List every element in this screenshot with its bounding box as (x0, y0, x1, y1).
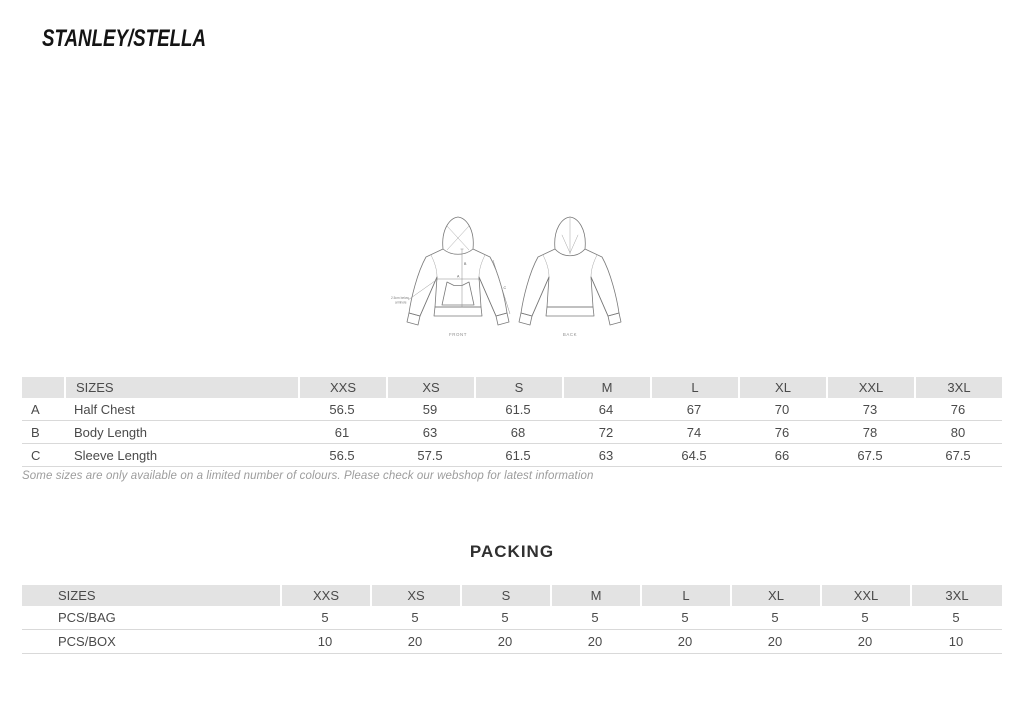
cell: 20 (820, 630, 910, 654)
col-header-xl: XL (738, 377, 826, 398)
cell: 59 (386, 398, 474, 421)
back-view-label: BACK (563, 332, 577, 337)
cell: 61.5 (474, 398, 562, 421)
cell: 63 (386, 421, 474, 444)
row-label: Body Length (64, 421, 298, 444)
cell: 70 (738, 398, 826, 421)
row-letter: C (22, 444, 64, 467)
cell: 76 (738, 421, 826, 444)
row-label: PCS/BOX (22, 630, 280, 654)
measure-letter-c: C (504, 286, 507, 290)
cell: 76 (914, 398, 1002, 421)
col-header-xxl: XXL (826, 377, 914, 398)
measurement-lines: A B C (436, 248, 511, 315)
cell: 5 (730, 606, 820, 630)
header-spacer-cell (22, 377, 64, 398)
cell: 5 (370, 606, 460, 630)
row-label: Sleeve Length (64, 444, 298, 467)
col-header-m: M (550, 585, 640, 606)
cell: 67 (650, 398, 738, 421)
cell: 67.5 (826, 444, 914, 467)
row-letter: B (22, 421, 64, 444)
cell: 68 (474, 421, 562, 444)
cell: 20 (730, 630, 820, 654)
cell: 72 (562, 421, 650, 444)
measure-letter-a: A (457, 275, 460, 279)
col-header-3xl: 3XL (914, 377, 1002, 398)
sizes-header-label: SIZES (64, 377, 298, 398)
packing-section-title: PACKING (469, 542, 555, 561)
sizes-table: SIZES XXS XS S M L XL XXL 3XL A Half Che… (22, 377, 1002, 467)
brand-logo: STANLEY/STELLA (42, 25, 206, 52)
cell: 5 (820, 606, 910, 630)
measure-letter-b: B (464, 262, 467, 266)
col-header-xxs: XXS (298, 377, 386, 398)
annotation-line-1: 2.5cm below (391, 296, 410, 300)
table-row-pcs-bag: PCS/BAG 5 5 5 5 5 5 5 5 (22, 606, 1002, 630)
cell: 56.5 (298, 398, 386, 421)
col-header-l: L (650, 377, 738, 398)
row-label: Half Chest (64, 398, 298, 421)
table-row-body-length: B Body Length 61 63 68 72 74 76 78 80 (22, 421, 1002, 444)
cell: 20 (370, 630, 460, 654)
cell: 64 (562, 398, 650, 421)
row-label: PCS/BAG (22, 606, 280, 630)
back-hoodie-drawing: BACK (518, 216, 622, 337)
col-header-s: S (474, 377, 562, 398)
cell: 5 (550, 606, 640, 630)
cell: 20 (460, 630, 550, 654)
col-header-l: L (640, 585, 730, 606)
cell: 57.5 (386, 444, 474, 467)
armhole-annotation: 2.5cm below armhole (391, 279, 438, 305)
cell: 67.5 (914, 444, 1002, 467)
cell: 61 (298, 421, 386, 444)
col-header-3xl: 3XL (910, 585, 1002, 606)
row-letter: A (22, 398, 64, 421)
table-row-half-chest: A Half Chest 56.5 59 61.5 64 67 70 73 76 (22, 398, 1002, 421)
col-header-xl: XL (730, 585, 820, 606)
cell: 78 (826, 421, 914, 444)
packing-header-label: SIZES (22, 585, 280, 606)
availability-note: Some sizes are only available on a limit… (22, 470, 594, 482)
cell: 20 (550, 630, 640, 654)
cell: 56.5 (298, 444, 386, 467)
col-header-xxl: XXL (820, 585, 910, 606)
cell: 10 (280, 630, 370, 654)
cell: 10 (910, 630, 1002, 654)
cell: 73 (826, 398, 914, 421)
col-header-xs: XS (386, 377, 474, 398)
packing-table: SIZES XXS XS S M L XL XXL 3XL PCS/BAG 5 … (22, 585, 1002, 654)
col-header-s: S (460, 585, 550, 606)
cell: 80 (914, 421, 1002, 444)
col-header-m: M (562, 377, 650, 398)
front-hoodie-drawing: A B C FRONT (406, 216, 511, 337)
cell: 64.5 (650, 444, 738, 467)
table-row-sleeve-length: C Sleeve Length 56.5 57.5 61.5 63 64.5 6… (22, 444, 1002, 467)
col-header-xs: XS (370, 585, 460, 606)
cell: 63 (562, 444, 650, 467)
packing-table-header-row: SIZES XXS XS S M L XL XXL 3XL (22, 585, 1002, 606)
cell: 74 (650, 421, 738, 444)
cell: 5 (910, 606, 1002, 630)
cell: 5 (280, 606, 370, 630)
hoodie-technical-drawing: A B C FRONT 2.5cm below armhole BACK (391, 216, 622, 337)
cell: 5 (640, 606, 730, 630)
sizes-table-header-row: SIZES XXS XS S M L XL XXL 3XL (22, 377, 1002, 398)
table-row-pcs-box: PCS/BOX 10 20 20 20 20 20 20 10 (22, 630, 1002, 654)
cell: 5 (460, 606, 550, 630)
front-view-label: FRONT (449, 332, 467, 337)
cell: 61.5 (474, 444, 562, 467)
cell: 66 (738, 444, 826, 467)
col-header-xxs: XXS (280, 585, 370, 606)
annotation-line-2: armhole (395, 301, 407, 305)
cell: 20 (640, 630, 730, 654)
